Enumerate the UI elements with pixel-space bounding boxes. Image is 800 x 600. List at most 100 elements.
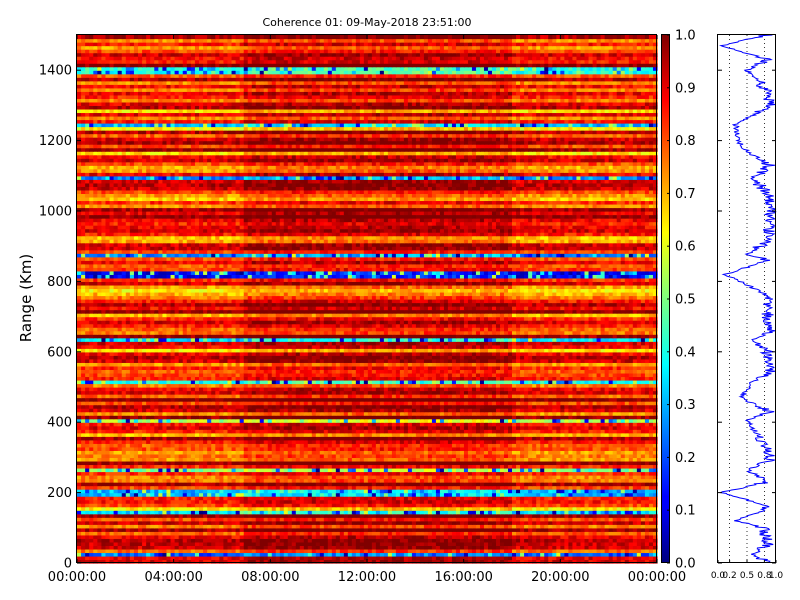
heatmap-cell: [138, 555, 143, 561]
heatmap-cell: [178, 387, 184, 392]
heatmap-cell: [133, 358, 139, 363]
heatmap-cell: [133, 228, 139, 233]
heatmap-cell: [215, 168, 220, 173]
heatmap-cell: [93, 513, 98, 518]
heatmap-cell: [219, 411, 225, 416]
heatmap-cell: [97, 496, 103, 501]
heatmap-cell: [207, 277, 212, 282]
heatmap-cell: [97, 443, 103, 448]
heatmap-cell: [105, 242, 111, 247]
heatmap-cell: [207, 482, 212, 487]
heatmap-cell: [211, 482, 216, 487]
heatmap-cell: [138, 235, 143, 240]
heatmap-cell: [166, 464, 172, 469]
heatmap-cell: [85, 513, 90, 518]
heatmap-cell: [142, 478, 147, 483]
heatmap-cell: [199, 133, 204, 138]
heatmap-cell: [117, 545, 123, 550]
heatmap-cell: [150, 168, 155, 173]
heatmap-cell: [113, 372, 119, 378]
heatmap-cell: [133, 489, 139, 494]
heatmap-cell: [194, 348, 200, 353]
heatmap-cell: [154, 221, 159, 226]
heatmap-cell: [85, 330, 90, 335]
heatmap-cell: [101, 341, 107, 346]
heatmap-cell: [219, 510, 225, 515]
heatmap-cell: [93, 429, 98, 434]
heatmap-cell: [199, 337, 204, 342]
heatmap-cell: [113, 306, 119, 311]
heatmap-cell: [113, 193, 119, 198]
heatmap-cell: [170, 432, 176, 437]
heatmap-cell: [166, 193, 172, 198]
heatmap-cell: [182, 429, 188, 434]
heatmap-cell: [117, 323, 123, 328]
heatmap-cell: [81, 137, 86, 142]
heatmap-cell: [207, 270, 212, 275]
heatmap-cell: [190, 362, 196, 367]
heatmap-cell: [109, 211, 115, 216]
heatmap-cell: [97, 387, 103, 392]
heatmap-cell: [89, 165, 94, 170]
heatmap-cell: [207, 397, 212, 402]
heatmap-cell: [138, 200, 143, 205]
heatmap-cell: [93, 467, 98, 473]
heatmap-cell: [117, 330, 123, 335]
heatmap-cell: [97, 235, 103, 240]
heatmap-cell: [105, 439, 111, 444]
heatmap-cell: [207, 330, 212, 335]
heatmap-cell: [81, 232, 86, 237]
heatmap-cell: [150, 425, 155, 430]
heatmap-cell: [211, 256, 216, 261]
heatmap-cell: [203, 548, 208, 554]
heatmap-cell: [239, 545, 245, 550]
heatmap-cell: [93, 246, 98, 251]
heatmap-cell: [207, 446, 212, 451]
heatmap-cell: [194, 256, 200, 261]
heatmap-cell: [105, 147, 111, 152]
heatmap-cell: [166, 379, 172, 385]
heatmap-cell: [81, 249, 86, 254]
heatmap-cell: [194, 154, 200, 159]
heatmap-cell: [125, 439, 131, 444]
heatmap-cell: [231, 503, 237, 508]
heatmap-cell: [105, 179, 111, 184]
heatmap-cell: [223, 422, 229, 427]
heatmap-cell: [174, 379, 180, 385]
heatmap-cell: [162, 274, 168, 279]
heatmap-cell: [239, 348, 245, 353]
heatmap-cell: [158, 295, 164, 300]
heatmap-cell: [85, 253, 90, 258]
heatmap-cell: [85, 302, 90, 307]
heatmap-cell: [77, 263, 82, 268]
heatmap-cell: [219, 404, 225, 409]
heatmap-cell: [231, 471, 237, 476]
heatmap-cell: [207, 443, 212, 448]
heatmap-cell: [93, 133, 98, 138]
heatmap-cell: [97, 394, 103, 399]
heatmap-cell: [101, 323, 107, 328]
heatmap-cell: [211, 193, 216, 198]
heatmap-cell: [138, 482, 143, 487]
heatmap-cell: [97, 415, 103, 420]
heatmap-cell: [117, 457, 123, 462]
heatmap-cell: [215, 207, 220, 212]
heatmap-cell: [235, 182, 241, 187]
heatmap-cell: [182, 439, 188, 444]
heatmap-cell: [158, 383, 164, 388]
heatmap-cell: [215, 214, 220, 219]
heatmap-cell: [101, 478, 107, 483]
heatmap-cell: [158, 334, 164, 339]
heatmap-cell: [186, 260, 192, 265]
heatmap-cell: [117, 517, 123, 522]
heatmap-cell: [101, 517, 107, 522]
heatmap-cell: [178, 379, 184, 385]
heatmap-cell: [109, 379, 115, 385]
heatmap-cell: [219, 527, 225, 532]
heatmap-cell: [162, 348, 168, 353]
heatmap-cell: [199, 548, 204, 554]
heatmap-cell: [239, 362, 245, 367]
heatmap-cell: [129, 295, 135, 300]
heatmap-cell: [235, 239, 241, 244]
heatmap-cell: [178, 506, 184, 511]
